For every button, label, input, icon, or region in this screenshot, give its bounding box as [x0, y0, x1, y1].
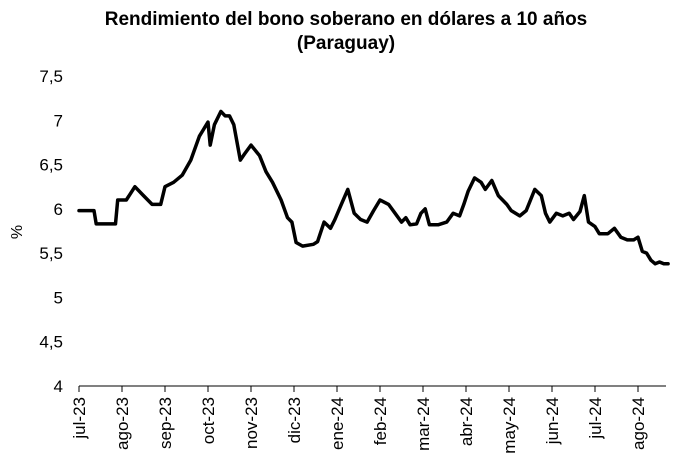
y-tick-label: 6 — [54, 200, 63, 219]
x-tick-label: abr-24 — [457, 397, 476, 446]
x-tick-label: ago-24 — [629, 397, 648, 450]
y-tick-label: 7 — [54, 111, 63, 130]
y-tick-labels: 4 4,5 5 5,5 6 6,5 7 7,5 — [39, 67, 63, 396]
chart-title-line2: (Paraguay) — [297, 33, 395, 54]
x-tick-label: jun-24 — [543, 397, 562, 445]
x-tick-label: nov-23 — [242, 397, 261, 449]
x-tick-labels: jul-23 ago-23 sep-23 oct-23 nov-23 dic-23 ene-… — [70, 386, 648, 454]
y-tick-label: 7,5 — [39, 67, 63, 86]
y-tick-label: 5 — [54, 288, 63, 307]
series-line — [77, 109, 670, 266]
x-tick-label: jul-24 — [586, 397, 605, 440]
y-tick-label: 4,5 — [39, 333, 63, 352]
x-tick-label: feb-24 — [371, 397, 390, 445]
x-tick-label: sep-23 — [156, 397, 175, 449]
y-tick-label: 4 — [54, 377, 63, 396]
y-tick-label: 5,5 — [39, 244, 63, 263]
x-tick-label: dic-23 — [285, 397, 304, 443]
x-tick-label: ene-24 — [328, 397, 347, 450]
x-tick-label: jul-23 — [70, 397, 89, 440]
x-tick-label: ago-23 — [113, 397, 132, 450]
y-axis-label: % — [9, 225, 26, 239]
x-tick-label: oct-23 — [199, 397, 218, 444]
chart-title-line1: Rendimiento del bono soberano en dólares… — [105, 9, 588, 30]
x-tick-label: may-24 — [500, 397, 519, 454]
x-tick-label: mar-24 — [414, 397, 433, 451]
y-tick-label: 6,5 — [39, 156, 63, 175]
